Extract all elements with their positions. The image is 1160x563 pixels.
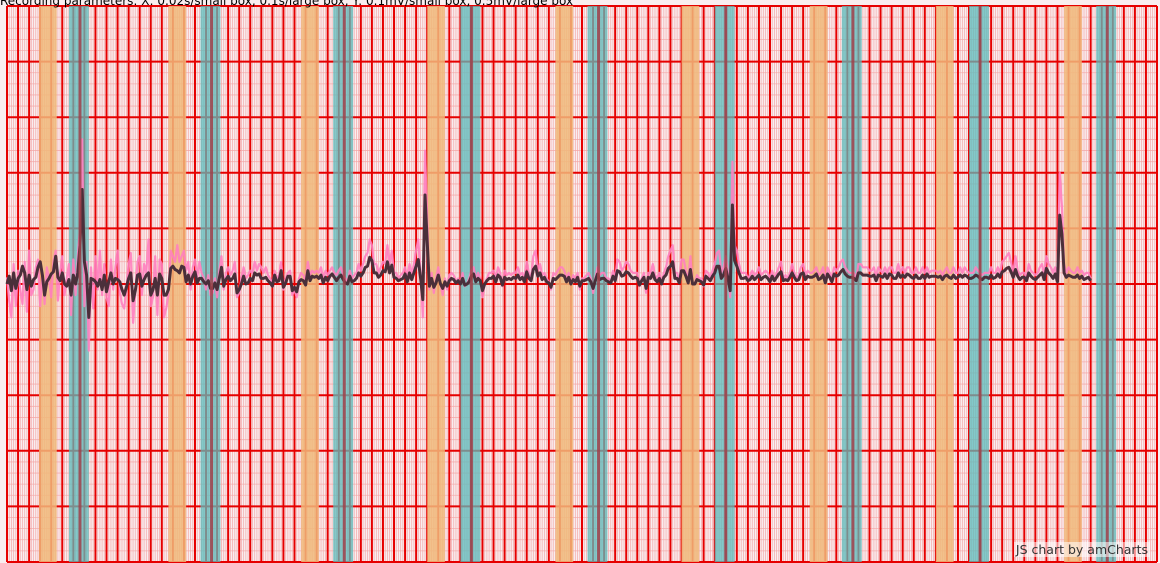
signal-series [5, 138, 1092, 352]
p-wave-band [809, 6, 828, 562]
p-wave-band [301, 6, 319, 562]
p-wave-band [935, 6, 954, 562]
recording-parameters: Recording parameters: X: 0.02s/small box… [0, 0, 574, 8]
p-wave-band [1064, 6, 1082, 562]
beat-markers [78, 6, 1109, 562]
chart-credit-link[interactable]: JS chart by amCharts [1013, 542, 1150, 557]
p-wave-band [555, 6, 574, 562]
p-wave-band [681, 6, 700, 562]
filtered-ecg-series-line [5, 188, 1092, 319]
p-wave-band [168, 6, 187, 562]
